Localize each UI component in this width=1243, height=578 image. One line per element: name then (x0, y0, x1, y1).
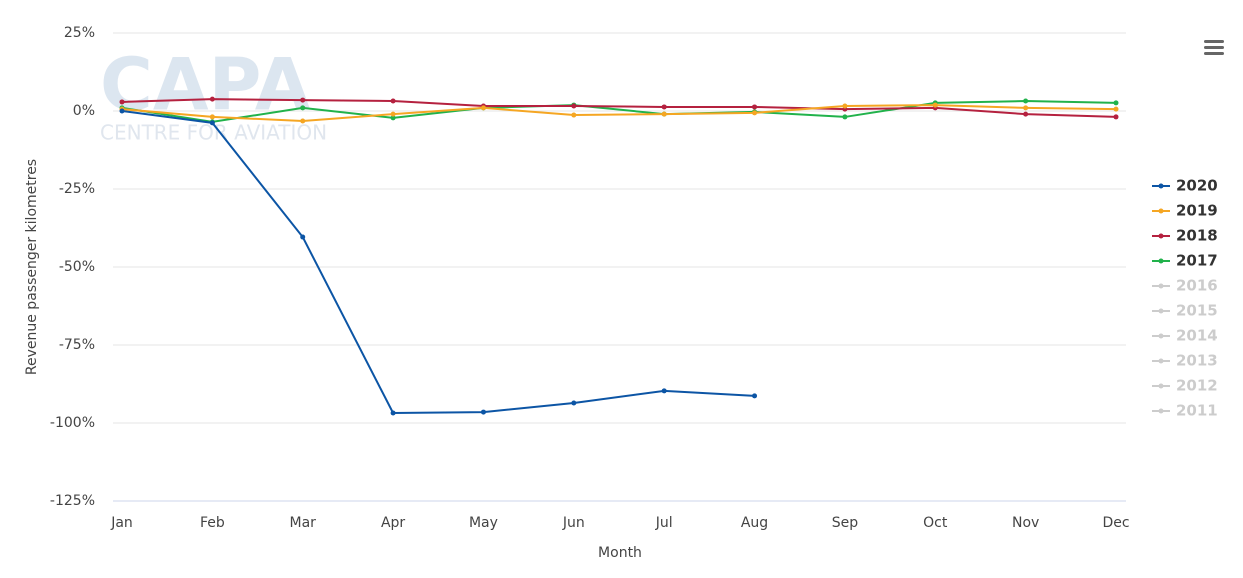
series-line (121, 110, 755, 415)
data-point (209, 96, 215, 102)
y-tick-label: 25% (64, 25, 95, 41)
data-point (571, 112, 577, 118)
y-tick-label: -100% (50, 415, 95, 431)
x-tick-label: May (469, 515, 498, 531)
legend-symbol (1158, 333, 1164, 339)
legend-symbol (1158, 183, 1164, 189)
x-tick-label: Sep (832, 515, 859, 531)
x-tick-label: Jan (110, 515, 133, 531)
x-tick-label: Jul (655, 515, 673, 531)
data-point (300, 97, 306, 103)
data-point (661, 104, 667, 110)
data-point (390, 115, 396, 121)
y-tick-label: -25% (59, 181, 95, 197)
data-point (752, 104, 758, 110)
x-tick-label: Dec (1102, 515, 1129, 531)
legend-label[interactable]: 2020 (1176, 177, 1218, 195)
data-point (300, 234, 306, 240)
data-point (300, 105, 306, 111)
x-tick-label: Mar (290, 515, 317, 531)
data-point (571, 400, 577, 406)
legend-label[interactable]: 2013 (1176, 352, 1218, 370)
legend-label[interactable]: 2016 (1176, 277, 1218, 295)
data-point (1113, 114, 1119, 120)
data-point (752, 110, 758, 116)
legend-symbol (1158, 358, 1164, 364)
legend-label[interactable]: 2014 (1176, 327, 1218, 345)
legend-label[interactable]: 2018 (1176, 227, 1218, 245)
data-point (480, 409, 486, 415)
data-point (209, 114, 215, 120)
menu-button[interactable] (1204, 40, 1224, 55)
x-axis-title: Month (598, 545, 642, 561)
data-point (842, 103, 848, 109)
data-point (119, 99, 125, 105)
legend-symbol (1158, 283, 1164, 289)
legend-label[interactable]: 2012 (1176, 377, 1218, 395)
y-tick-label: -75% (59, 337, 95, 353)
series-line (121, 104, 1117, 122)
data-point (661, 388, 667, 394)
y-axis-title: Revenue passenger kilometres (24, 159, 40, 375)
y-tick-label: -50% (59, 259, 95, 275)
legend-label[interactable]: 2011 (1176, 402, 1218, 420)
data-point (661, 111, 667, 117)
legend-label[interactable]: 2019 (1176, 202, 1218, 220)
legend-symbol (1158, 308, 1164, 314)
legend-symbol (1158, 383, 1164, 389)
data-point (390, 410, 396, 416)
data-point (1023, 98, 1029, 104)
legend-symbol (1158, 408, 1164, 414)
x-tick-label: Feb (200, 515, 225, 531)
legend-symbol (1158, 258, 1164, 264)
x-tick-label: Aug (741, 515, 768, 531)
menu-bar (1204, 40, 1224, 43)
x-tick-label: Apr (381, 515, 405, 531)
menu-bar (1204, 46, 1224, 49)
data-point (932, 102, 938, 108)
data-point (390, 98, 396, 104)
data-point (209, 120, 215, 126)
data-point (1113, 100, 1119, 106)
x-tick-label: Oct (923, 515, 948, 531)
y-tick-label: -125% (50, 493, 95, 509)
data-point (390, 111, 396, 117)
data-point (842, 114, 848, 120)
x-tick-label: Nov (1012, 515, 1039, 531)
legend-symbol (1158, 233, 1164, 239)
legend-symbol (1158, 208, 1164, 214)
y-tick-label: 0% (73, 103, 95, 119)
data-point (571, 103, 577, 109)
data-point (119, 108, 125, 114)
legend-label[interactable]: 2017 (1176, 252, 1218, 270)
data-point (1113, 106, 1119, 112)
data-point (300, 118, 306, 124)
data-point (1023, 111, 1029, 117)
data-point (1023, 105, 1029, 111)
data-point (480, 105, 486, 111)
x-tick-label: Jun (562, 515, 585, 531)
series-line (121, 98, 1117, 118)
series-line (121, 100, 1117, 123)
watermark-title: CAPA (100, 43, 311, 127)
legend-label[interactable]: 2015 (1176, 302, 1218, 320)
data-point (752, 393, 758, 399)
menu-bar (1204, 52, 1224, 55)
